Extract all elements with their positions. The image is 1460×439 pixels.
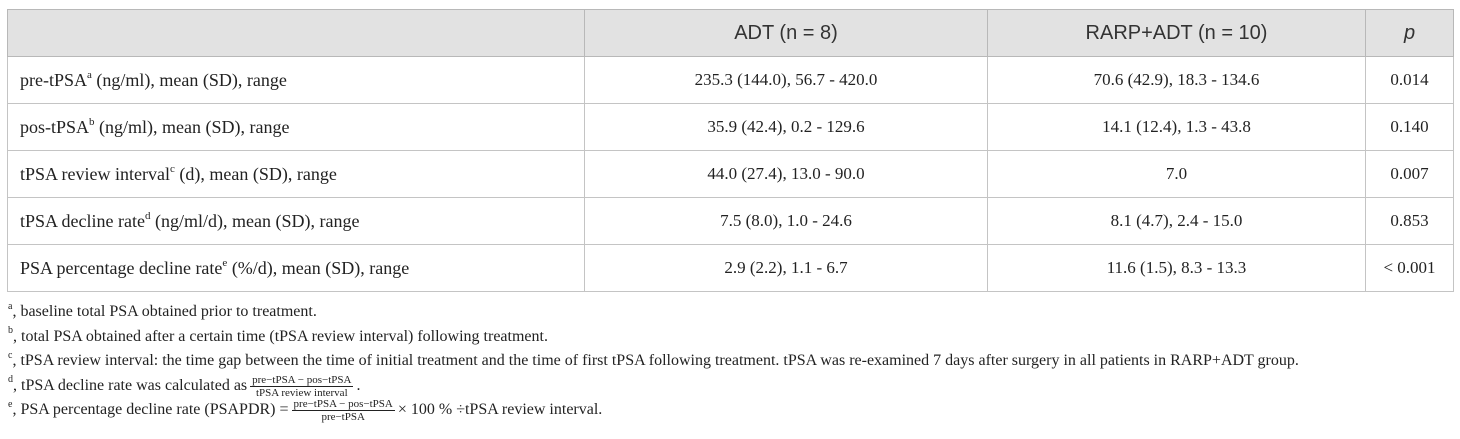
table-row: tPSA decline rated (ng/ml/d), mean (SD),… <box>7 197 1454 245</box>
table-footnotes: a, baseline total PSA obtained prior to … <box>8 300 1458 423</box>
cell-rarp-adt: 11.6 (1.5), 8.3 - 13.3 <box>987 244 1366 292</box>
row-label: pre-tPSAa (ng/ml), mean (SD), range <box>7 56 585 104</box>
row-label-unit: (ng/ml), mean (SD), range <box>91 69 287 90</box>
cell-p-value: 0.014 <box>1365 56 1454 104</box>
row-label: PSA percentage decline ratee (%/d), mean… <box>7 244 585 292</box>
table-header-row: ADT (n = 8) RARP+ADT (n = 10) p <box>7 9 1454 57</box>
row-label-unit: (%/d), mean (SD), range <box>227 257 410 278</box>
cell-rarp-adt: 14.1 (12.4), 1.3 - 43.8 <box>987 103 1366 151</box>
footnote-text: , PSA percentage decline rate (PSAPDR) = <box>12 401 289 419</box>
footnote-b: b, total PSA obtained after a certain ti… <box>8 325 1458 350</box>
table-row: tPSA review intervalc (d), mean (SD), ra… <box>7 150 1454 198</box>
header-rarp-adt: RARP+ADT (n = 10) <box>987 9 1366 57</box>
row-label-unit: (d), mean (SD), range <box>174 163 337 184</box>
table-row: PSA percentage decline ratee (%/d), mean… <box>7 244 1454 292</box>
cell-p-value: 0.853 <box>1365 197 1454 245</box>
formula-numerator: pre−tPSA − pos−tPSA <box>291 398 395 412</box>
row-label: tPSA review intervalc (d), mean (SD), ra… <box>7 150 585 198</box>
footnote-text: , tPSA decline rate was calculated as <box>13 376 248 394</box>
cell-rarp-adt: 70.6 (42.9), 18.3 - 134.6 <box>987 56 1366 104</box>
footnote-mark: d <box>144 209 151 222</box>
footnote-mark: e <box>222 256 228 269</box>
footnote-c: c, tPSA review interval: the time gap be… <box>8 349 1458 374</box>
footnote-text: , tPSA review interval: the time gap bet… <box>12 352 1299 370</box>
cell-adt: 7.5 (8.0), 1.0 - 24.6 <box>584 197 988 245</box>
formula-denominator: tPSA review interval <box>255 386 348 399</box>
footnote-text: , total PSA obtained after a certain tim… <box>13 327 548 345</box>
cell-adt: 35.9 (42.4), 0.2 - 129.6 <box>584 103 988 151</box>
footnote-mark: e <box>8 399 13 411</box>
row-label-text: PSA percentage decline rate <box>20 257 223 278</box>
row-label-text: tPSA decline rate <box>20 210 145 231</box>
footnote-mark: d <box>8 374 13 386</box>
row-label-text: pos-tPSA <box>20 116 90 137</box>
cell-adt: 235.3 (144.0), 56.7 - 420.0 <box>584 56 988 104</box>
cell-p-value: 0.140 <box>1365 103 1454 151</box>
cell-rarp-adt: 7.0 <box>987 150 1366 198</box>
footnote-text-end: × 100 % ÷tPSA review interval. <box>397 401 603 419</box>
formula-fraction: pre−tPSA − pos−tPSA pre−tPSA <box>291 398 395 424</box>
cell-adt: 2.9 (2.2), 1.1 - 6.7 <box>584 244 988 292</box>
cell-p-value: 0.007 <box>1365 150 1454 198</box>
header-p-value: p <box>1365 9 1454 57</box>
footnote-mark: b <box>89 115 95 128</box>
row-label: pos-tPSAb (ng/ml), mean (SD), range <box>7 103 585 151</box>
row-label: tPSA decline rated (ng/ml/d), mean (SD),… <box>7 197 585 245</box>
row-label-text: tPSA review interval <box>20 163 170 184</box>
cell-adt: 44.0 (27.4), 13.0 - 90.0 <box>584 150 988 198</box>
header-variable <box>7 9 585 57</box>
row-label-unit: (ng/ml/d), mean (SD), range <box>150 210 360 231</box>
formula-denominator: pre−tPSA <box>321 411 365 424</box>
footnote-mark: c <box>8 349 13 361</box>
footnote-text: , baseline total PSA obtained prior to t… <box>12 303 317 320</box>
footnote-mark: c <box>169 162 175 175</box>
header-adt: ADT (n = 8) <box>584 9 988 57</box>
formula-numerator: pre−tPSA − pos−tPSA <box>250 373 354 387</box>
cell-rarp-adt: 8.1 (4.7), 2.4 - 15.0 <box>987 197 1366 245</box>
footnote-d: d, tPSA decline rate was calculated as pr… <box>8 374 1458 399</box>
row-label-unit: (ng/ml), mean (SD), range <box>94 116 290 137</box>
results-table: ADT (n = 8) RARP+ADT (n = 10) p pre-tPSA… <box>7 9 1454 292</box>
table-row: pos-tPSAb (ng/ml), mean (SD), range 35.9… <box>7 103 1454 151</box>
footnote-mark: a <box>8 300 13 312</box>
cell-p-value: < 0.001 <box>1365 244 1454 292</box>
footnote-mark: b <box>8 325 13 337</box>
footnote-text-end: . <box>356 376 361 394</box>
footnote-e: e, PSA percentage decline rate (PSAPDR) … <box>8 398 1458 423</box>
formula-fraction: pre−tPSA − pos−tPSA tPSA review interval <box>250 373 354 399</box>
footnote-mark: a <box>87 68 92 81</box>
footnote-a: a, baseline total PSA obtained prior to … <box>8 300 1458 325</box>
row-label-text: pre-tPSA <box>20 69 87 90</box>
table-row: pre-tPSAa (ng/ml), mean (SD), range 235.… <box>7 56 1454 104</box>
